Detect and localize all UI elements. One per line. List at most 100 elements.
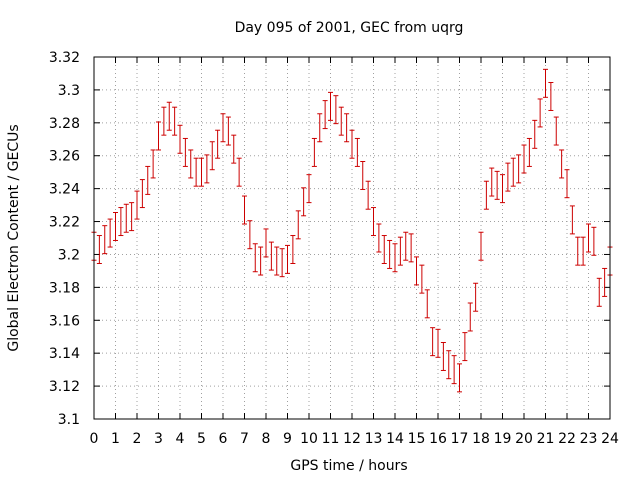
data-point — [188, 149, 194, 179]
tick-labels: 0 1 2 3 4 5 6 7 8 9 10 11 12 13 14 15 16 17 18 19 20 21 22 23 24… — [49, 50, 619, 447]
data-point — [430, 327, 436, 357]
data-point — [403, 231, 409, 261]
data-point — [344, 113, 350, 143]
data-point — [586, 223, 591, 253]
data-point — [500, 174, 505, 204]
data-point — [440, 341, 446, 371]
data-point — [150, 149, 156, 179]
y-tick-label: 3.1 — [58, 412, 80, 428]
data-point — [397, 236, 403, 266]
y-axis-title: Global Electron Content / GECUs — [6, 124, 22, 351]
x-tick-label: 11 — [322, 431, 340, 447]
data-point — [268, 241, 274, 271]
data-point — [285, 244, 290, 274]
x-axis-title: GPS time / hours — [290, 458, 407, 474]
data-point — [408, 233, 414, 263]
data-point — [161, 106, 167, 136]
data-point — [521, 144, 527, 174]
x-tick-label: 21 — [537, 431, 555, 447]
plot-frame — [93, 56, 611, 420]
data-point — [494, 170, 500, 200]
x-tick-label: 2 — [133, 431, 142, 447]
data-point — [322, 100, 328, 130]
data-point — [102, 225, 108, 255]
data-point — [236, 157, 242, 187]
data-point — [564, 169, 570, 199]
data-point — [231, 134, 237, 164]
data-point — [419, 264, 425, 294]
data-point — [107, 218, 113, 248]
data-point — [516, 154, 522, 184]
x-tick-label: 18 — [472, 431, 490, 447]
y-tick-label: 3.16 — [49, 313, 80, 329]
data-point — [129, 202, 135, 232]
data-point — [118, 207, 124, 237]
x-tick-label: 5 — [197, 431, 206, 447]
data-point — [580, 236, 586, 266]
data-point — [559, 149, 565, 179]
data-point — [274, 246, 280, 276]
data-point — [199, 157, 204, 187]
data-point — [204, 154, 210, 184]
data-point — [435, 328, 441, 358]
data-point — [96, 235, 102, 265]
data-point — [311, 137, 317, 167]
data-point — [145, 165, 151, 195]
x-tick-label: 6 — [219, 431, 228, 447]
data-point — [543, 68, 548, 98]
x-tick-label: 9 — [283, 431, 292, 447]
chart-title: Day 095 of 2001, GEC from uqrg — [235, 20, 464, 36]
data-point — [596, 277, 602, 307]
data-point — [215, 129, 221, 159]
data-point — [569, 205, 575, 235]
x-tick-label: 20 — [515, 431, 533, 447]
data-point — [354, 137, 360, 167]
x-tick-label: 19 — [494, 431, 512, 447]
data-point — [489, 167, 495, 197]
data-point — [349, 129, 355, 159]
y-tick-label: 3.12 — [49, 379, 80, 395]
data-point — [242, 195, 247, 225]
data-point — [328, 91, 333, 121]
data-point — [225, 116, 231, 146]
x-tick-label: 12 — [343, 431, 361, 447]
x-tick-label: 14 — [386, 431, 404, 447]
y-tick-label: 3.2 — [58, 247, 80, 263]
x-tick-label: 22 — [558, 431, 576, 447]
y-tick-label: 3.24 — [49, 182, 80, 198]
data-point — [532, 119, 538, 149]
data-point — [526, 137, 532, 167]
y-tick-label: 3.28 — [49, 116, 80, 132]
x-tick-label: 0 — [90, 431, 99, 447]
data-point — [172, 106, 178, 136]
data-point — [156, 121, 161, 151]
x-tick-label: 23 — [580, 431, 598, 447]
data-point — [139, 179, 145, 209]
y-tick-label: 3.18 — [49, 280, 80, 296]
y-tick-label: 3.26 — [49, 149, 80, 165]
x-tick-label: 7 — [240, 431, 249, 447]
x-tick-label: 10 — [300, 431, 318, 447]
x-tick-label: 8 — [262, 431, 271, 447]
data-point — [182, 137, 188, 167]
data-point — [360, 160, 366, 190]
data-point — [446, 350, 452, 380]
data-point — [478, 231, 484, 261]
data-point — [575, 236, 581, 266]
data-point — [371, 207, 376, 237]
x-tick-label: 13 — [365, 431, 383, 447]
data-point — [177, 124, 183, 154]
data-point — [473, 282, 479, 312]
data-point — [392, 243, 398, 273]
data-point — [166, 101, 172, 131]
data-point — [424, 289, 430, 319]
data-point — [457, 363, 462, 393]
data-point — [387, 239, 393, 269]
data-point — [510, 157, 516, 187]
x-tick-label: 1 — [111, 431, 120, 447]
data-point — [462, 332, 468, 362]
data-point — [123, 203, 129, 233]
data-point — [414, 256, 419, 286]
